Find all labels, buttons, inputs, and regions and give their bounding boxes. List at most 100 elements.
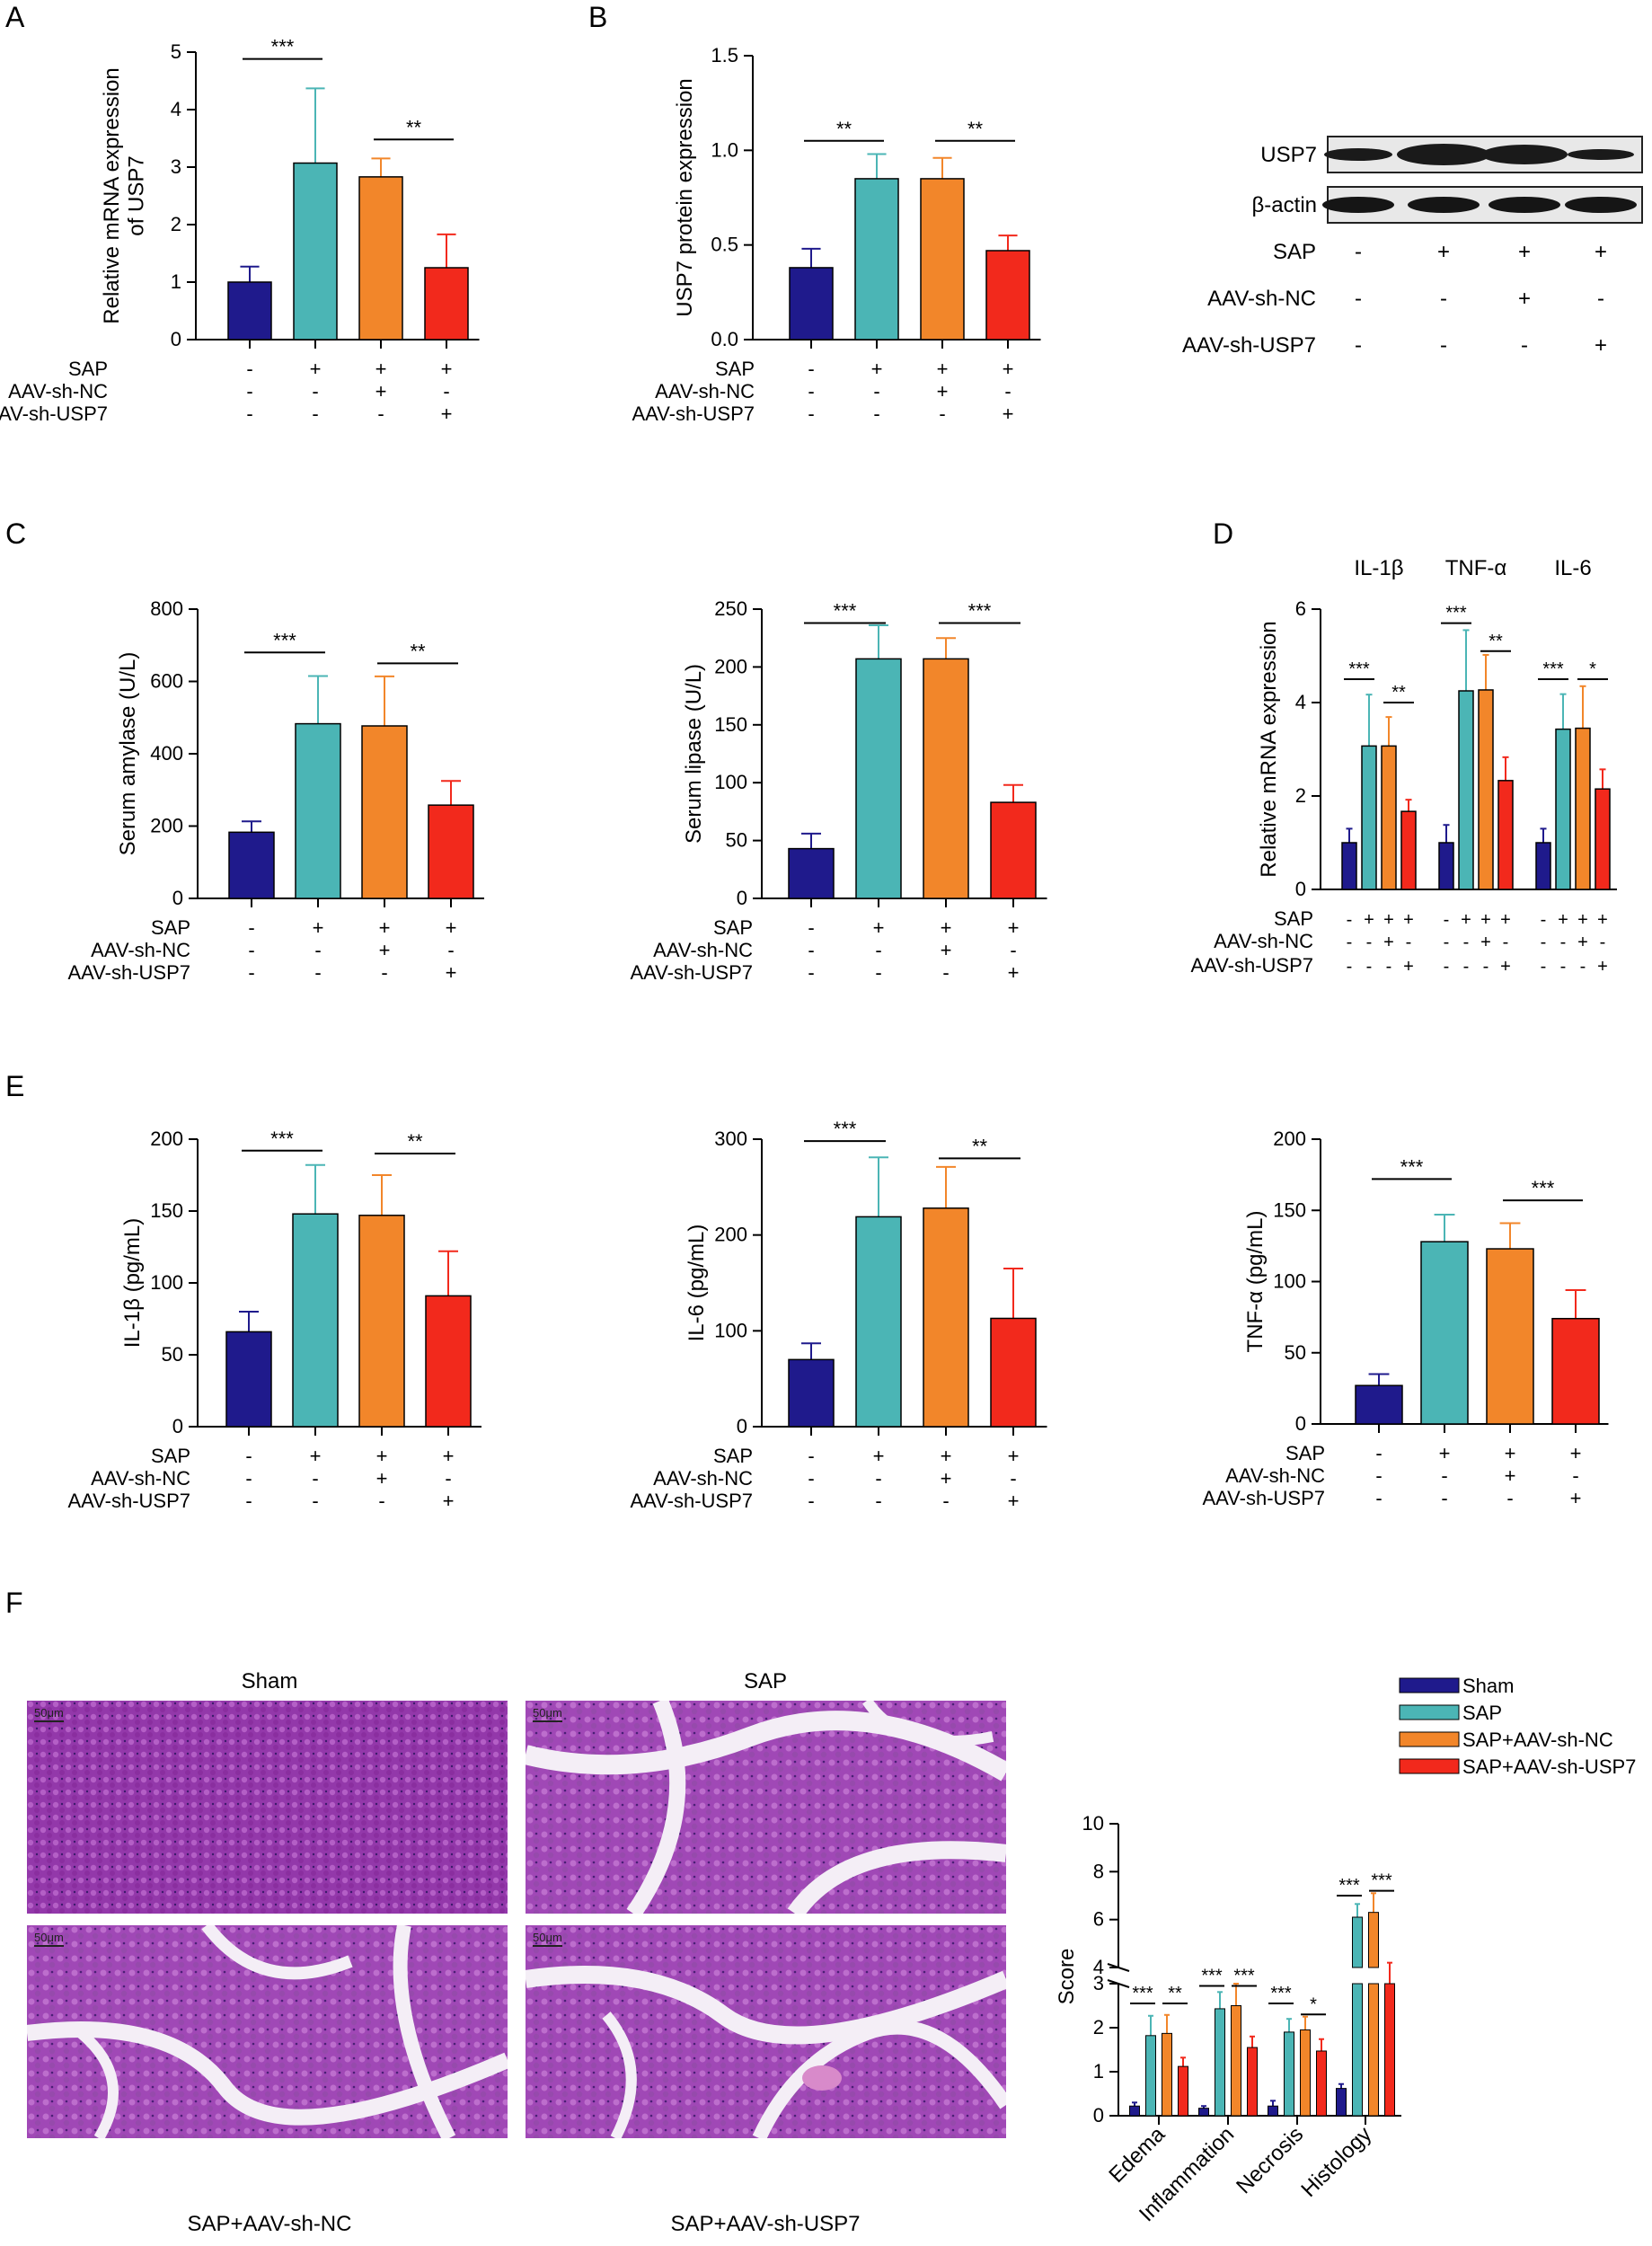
bar [425,1295,472,1428]
condition-sign: - [808,1467,814,1490]
y-tick-label: 50 [1285,1341,1306,1364]
condition-sign: - [246,358,252,380]
condition-row-label: AAV-sh-NC [1214,930,1313,952]
bar [920,178,965,340]
y-tick-label: 1.5 [711,44,738,66]
condition-sign: + [1008,1445,1020,1467]
x-tick-label: Necrosis [1232,2122,1308,2198]
bar [1551,1317,1600,1425]
bar [1438,842,1454,890]
bar [1341,842,1357,890]
condition-sign: - [1347,933,1353,952]
beta-actin-band [1408,197,1480,213]
condition-row-label: AAV-sh-USP7 [1182,333,1316,358]
condition-row-label: AAV-sh-USP7 [1202,1487,1325,1509]
bar [1400,810,1417,890]
y-tick-label: 1 [1093,2060,1104,2082]
significance-label: *** [968,599,992,622]
bar [358,176,403,340]
condition-sign: - [808,1445,814,1467]
condition-row-label: AAV-sh-NC [653,939,753,961]
condition-sign: + [1480,910,1491,930]
y-axis-label-line: Serum lipase (U/L) [682,664,706,844]
significance-label: ** [410,640,426,662]
significance-label: *** [1348,659,1370,679]
condition-sign: + [941,1445,952,1467]
y-axis-label: USP7 protein expression [673,78,697,316]
condition-row-label: SAP [151,1445,190,1467]
condition-sign: - [1004,380,1011,402]
y-axis-label-line: USP7 protein expression [673,78,697,316]
histology-label-sap: SAP [743,1669,788,1693]
bar [227,281,272,340]
bar [1361,745,1377,890]
bar [1497,780,1514,890]
y-tick-label: 0 [172,1415,183,1437]
category-header: IL-6 [1554,556,1591,580]
y-axis-label: Serum lipase (U/L) [682,664,706,844]
significance-label: *** [1338,1876,1360,1896]
significance-label: *** [1201,1966,1223,1985]
histology-image-sap-nc: 50μm [27,1925,508,2138]
condition-sign: + [1439,1442,1451,1464]
tissue-texture [27,1925,508,2138]
significance-label: ** [1168,1984,1182,2003]
y-axis-label-line: IL-6 (pg/mL) [685,1225,709,1342]
y-tick-label: 300 [714,1127,747,1150]
condition-sign: - [1366,957,1373,977]
bar [1215,2008,1225,2117]
beta-actin-band [1489,197,1560,213]
condition-sign: - [314,961,321,984]
bar [990,1317,1037,1428]
legend-swatch [1399,1731,1460,1747]
chart-legend: Sham SAP SAP+AAV-sh-NC SAP+AAV-sh-USP7 [1399,1675,1636,1778]
condition-sign: - [1572,1464,1578,1487]
significance-label: ** [972,1135,988,1157]
condition-row-label: SAP [68,358,108,380]
condition-sign: + [1595,240,1607,264]
condition-sign: - [1010,939,1016,961]
condition-sign: - [1541,933,1547,952]
y-axis-label: TNF-α (pg/mL) [1243,1211,1268,1353]
condition-sign: + [1480,933,1491,952]
bar [985,250,1030,340]
y-tick-label: 150 [1273,1198,1306,1221]
histology-image-sap-sh: 50μm [526,1925,1006,2138]
condition-sign: - [1541,957,1547,977]
beta-actin-band [1565,197,1637,213]
condition-row-label: SAP [151,916,190,939]
condition-sign: + [375,358,387,380]
condition-sign: + [376,1445,388,1467]
bar [788,847,835,899]
legend-swatch [1399,1677,1460,1693]
bar [1247,2047,1258,2117]
condition-sign: + [1577,910,1588,930]
condition-sign: - [443,380,449,402]
condition-sign: + [1597,957,1608,977]
significance-label: *** [1233,1966,1255,1985]
significance-label: *** [270,1127,294,1150]
histology-image-sap: 50μm [526,1701,1006,1914]
bar [1420,1241,1469,1425]
condition-sign: + [310,358,322,380]
significance-label: ** [406,116,422,138]
significance-label: * [1589,659,1596,679]
significance-label: ** [1391,683,1406,703]
bar [1368,1983,1379,2117]
western-blot: USP7 β-actin SAP - + + + AAV-sh-NC - - + - AAV-sh-US… [1182,136,1643,358]
bar [854,178,899,340]
panel-letters: A B C D E F [5,1,1233,1619]
condition-sign: - [808,961,814,984]
condition-sign: + [1461,910,1471,930]
y-tick-label: 200 [150,815,183,837]
condition-sign: - [808,402,814,425]
significance-label: *** [271,36,295,58]
condition-sign: + [941,916,952,939]
condition-row-label: SAP [1285,1442,1325,1464]
condition-sign: + [446,961,457,984]
condition-sign: - [942,1490,949,1512]
tissue-texture [27,1701,508,1914]
